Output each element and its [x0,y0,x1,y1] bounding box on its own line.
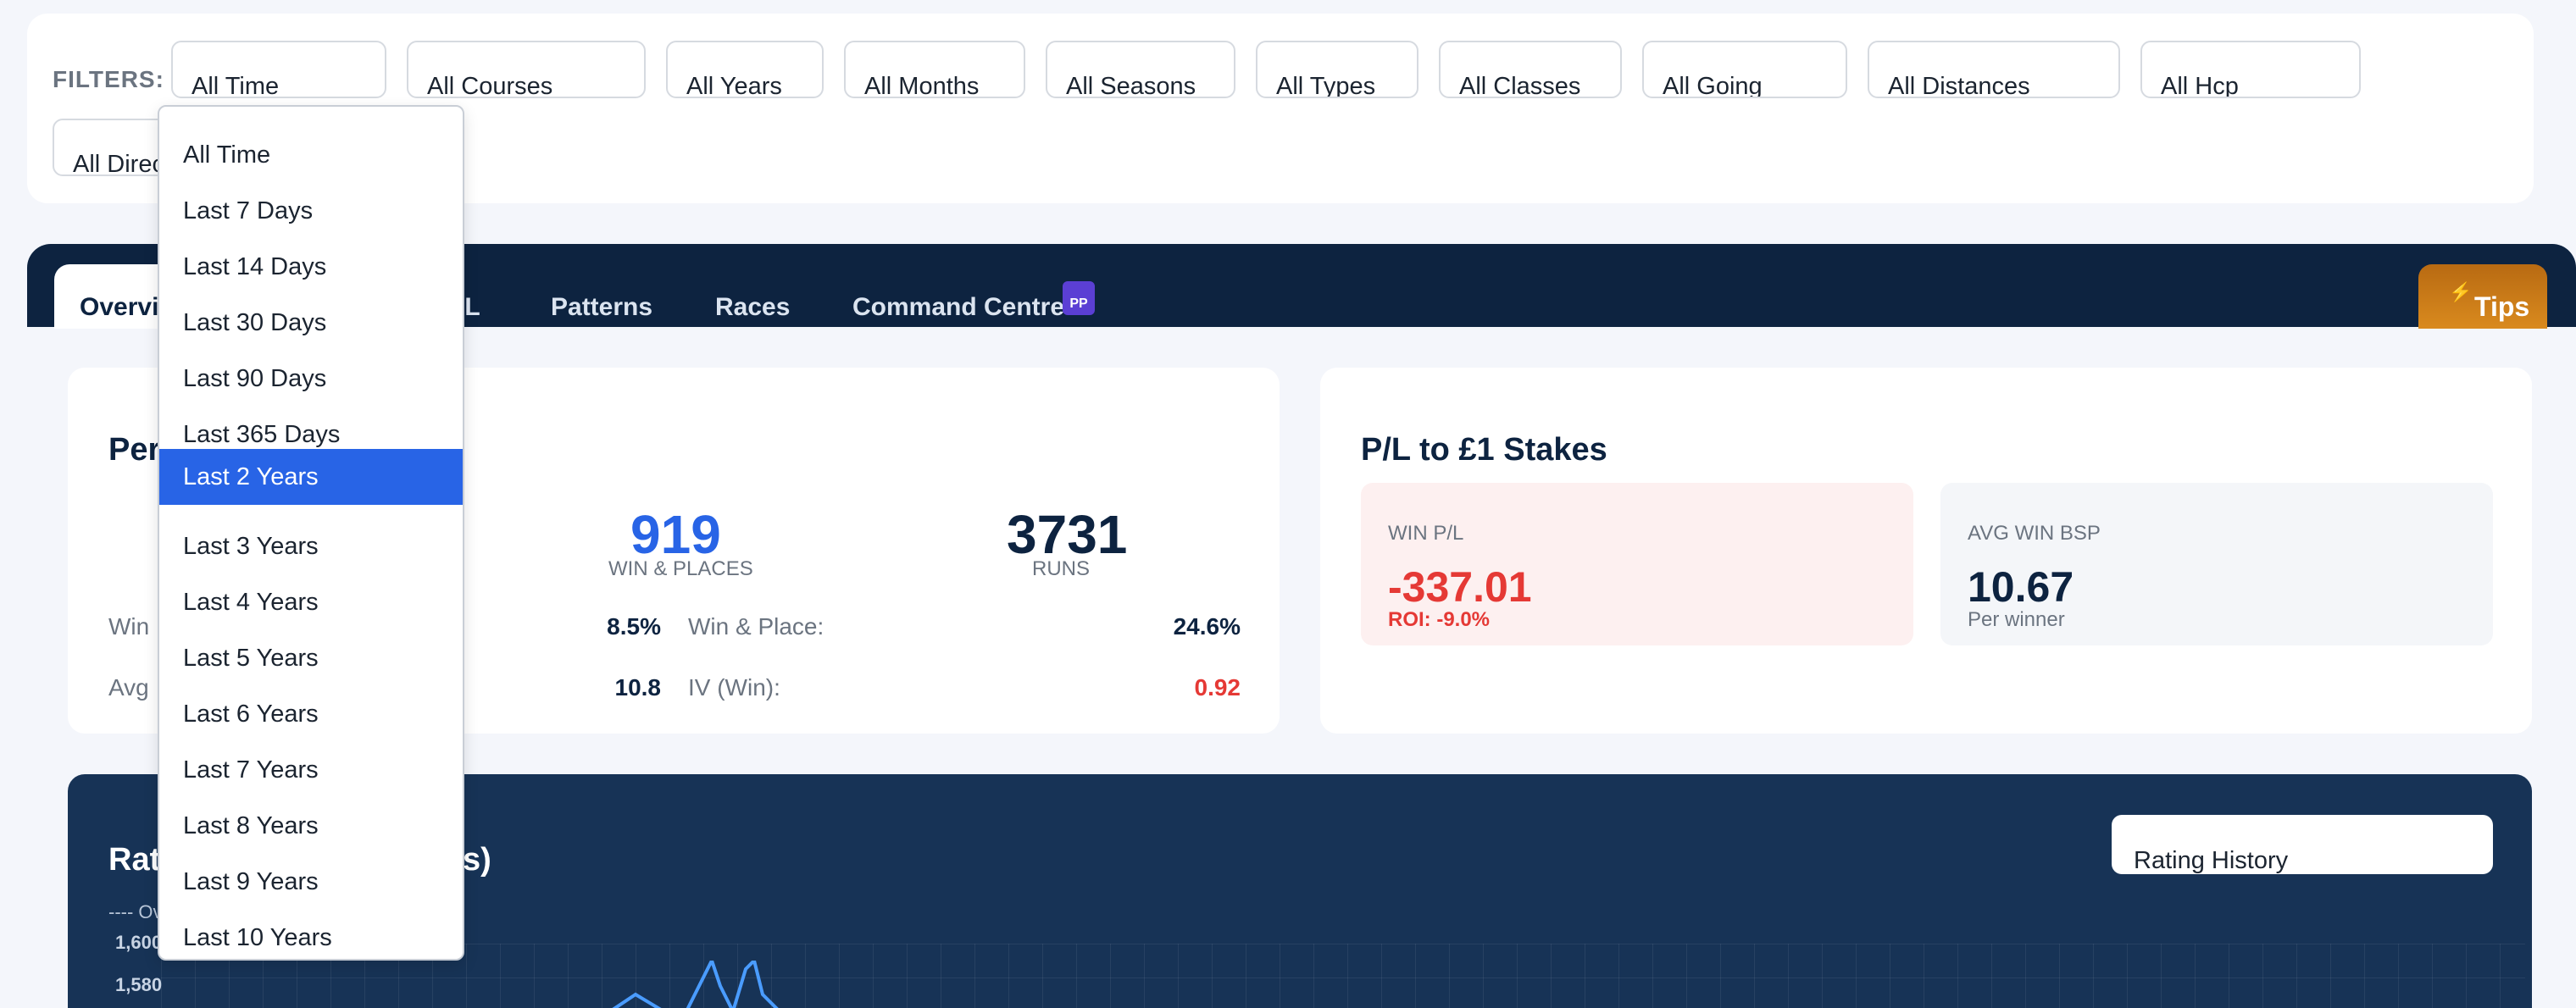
y-tick: 1,600 [115,932,163,953]
filter-types-label: All Types [1276,73,1376,98]
dropdown-option[interactable]: Last 365 Days [183,421,341,448]
dropdown-option[interactable]: Last 90 Days [183,365,327,392]
chart-type-label: Rating History [2134,847,2289,874]
chart-title-end: s) [463,842,491,878]
chart-legend: ---- Ov [108,901,163,922]
win-rate-value: 8.5% [607,613,661,640]
tab-patterns[interactable]: Patterns [551,293,653,321]
dropdown-option[interactable]: Last 10 Years [183,924,332,951]
performance-title: Per [108,432,161,468]
chart-grid [161,944,2525,1008]
rating-chart-card: Rat s) ---- Ov 1,600 1,580 Rating Histor… [68,774,2532,1008]
bolt-icon: ⚡ [2449,281,2473,302]
filter-hcp-label: All Hcp [2161,73,2239,98]
filter-years-label: All Years [686,73,782,98]
dropdown-option[interactable]: Last 3 Years [183,533,319,560]
avg-bsp-box: AVG WIN BSP 10.67 Per winner [1940,483,2493,645]
y-tick: 1,580 [115,974,163,995]
dropdown-option[interactable]: Last 9 Years [183,868,319,895]
filter-types[interactable]: All Types [1256,41,1418,98]
filter-going-label: All Going [1663,73,1763,98]
runs-value: 3731 [1007,504,1128,565]
pp-badge: PP [1063,281,1095,315]
filter-hcp[interactable]: All Hcp [2140,41,2361,98]
iv-win-label: IV (Win): [688,674,780,701]
win-pl-value: -337.01 [1388,563,1532,611]
win-places-value: 919 [630,504,721,565]
avg-bsp-value: 10.67 [1968,563,2074,611]
filter-seasons-label: All Seasons [1066,73,1196,98]
filters-label: FILTERS: [53,66,164,92]
filter-classes[interactable]: All Classes [1439,41,1622,98]
avg-label: Avg [108,674,149,701]
win-rate-label: Win [108,613,150,640]
pl-card: P/L to £1 Stakes WIN P/L -337.01 ROI: -9… [1320,368,2532,734]
filter-time-label: All Time [192,73,280,98]
dropdown-option-selected[interactable]: Last 2 Years [159,449,463,505]
win-place-label: Win & Place: [688,613,824,640]
filter-courses[interactable]: All Courses [407,41,646,98]
tab-command-centre[interactable]: Command Centre [852,293,1065,321]
filter-classes-label: All Classes [1459,73,1581,98]
dropdown-option[interactable]: Last 7 Years [183,756,319,784]
dropdown-option[interactable]: Last 8 Years [183,812,319,839]
roi-value: ROI: -9.0% [1388,608,1491,631]
tab-races[interactable]: Races [715,293,791,321]
chart-title: Rat [108,842,161,878]
chart-line [612,961,779,1008]
win-pl-box: WIN P/L -337.01 ROI: -9.0% [1361,483,1913,645]
filter-time[interactable]: All Time [171,41,386,98]
dropdown-option[interactable]: Last 7 Days [183,197,314,224]
dropdown-option[interactable]: All Time [183,141,271,169]
filter-months[interactable]: All Months [844,41,1025,98]
filter-distances[interactable]: All Distances [1868,41,2120,98]
filter-years[interactable]: All Years [666,41,824,98]
tips-button[interactable]: ⚡ Tips [2418,264,2547,329]
time-filter-dropdown: All Time Last 7 Days Last 14 Days Last 3… [158,105,464,961]
win-places-label: WIN & PLACES [608,557,753,580]
dropdown-option[interactable]: Last 6 Years [183,701,319,728]
filter-courses-label: All Courses [427,73,553,98]
avg-bsp-sub: Per winner [1968,608,2065,631]
dropdown-option[interactable]: Last 4 Years [183,589,319,616]
dropdown-option[interactable]: Last 14 Days [183,253,327,280]
win-pl-label: WIN P/L [1388,522,1464,545]
avg-bsp-label: AVG WIN BSP [1968,522,2101,545]
dropdown-option[interactable]: Last 5 Years [183,645,319,672]
filter-going[interactable]: All Going [1642,41,1847,98]
pl-title: P/L to £1 Stakes [1361,432,1607,468]
filter-seasons[interactable]: All Seasons [1046,41,1235,98]
dropdown-option[interactable]: Last 30 Days [183,309,327,336]
iv-win-value: 0.92 [1194,674,1241,701]
win-place-value: 24.6% [1173,613,1241,640]
filter-months-label: All Months [864,73,980,98]
filter-distances-label: All Distances [1888,73,2030,98]
tips-label: Tips [2474,291,2530,322]
avg-value: 10.8 [614,674,662,701]
runs-label: RUNS [1032,557,1091,580]
chart-type-select[interactable]: Rating History [2112,815,2493,874]
